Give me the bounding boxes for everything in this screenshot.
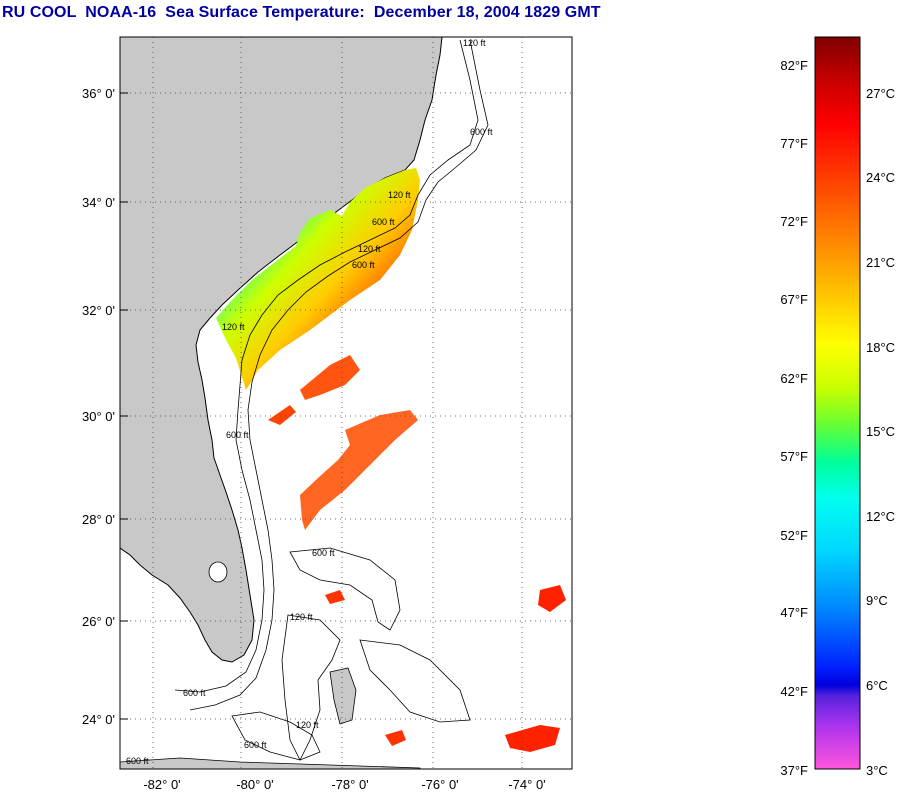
sst-swath bbox=[216, 168, 420, 390]
colorbar-f-label: 52°F bbox=[780, 528, 808, 543]
contour-label: 600 ft bbox=[183, 688, 206, 698]
contour-label: 120 ft bbox=[296, 720, 319, 730]
contour-label: 120 ft bbox=[222, 322, 245, 332]
colorbar-f-label: 82°F bbox=[780, 58, 808, 73]
colorbar-c-label: 18°C bbox=[866, 340, 895, 355]
gulf-stream-patches bbox=[268, 355, 566, 752]
colorbar-f-label: 67°F bbox=[780, 292, 808, 307]
colorbar-f-label: 57°F bbox=[780, 449, 808, 464]
contour-label: 120 ft bbox=[358, 244, 381, 254]
lat-label: 32° 0' bbox=[82, 303, 115, 318]
bathymetry-contours bbox=[174, 39, 489, 761]
graticule bbox=[120, 37, 572, 769]
colorbar-f-label: 77°F bbox=[780, 136, 808, 151]
colorbar-c-label: 15°C bbox=[866, 424, 895, 439]
colorbar-c-label: 3°C bbox=[866, 763, 888, 778]
colorbar-f-label: 42°F bbox=[780, 684, 808, 699]
colorbar-f-label: 62°F bbox=[780, 371, 808, 386]
contour-label: 120 ft bbox=[463, 38, 486, 48]
colorbar-c-label: 6°C bbox=[866, 678, 888, 693]
lat-label: 28° 0' bbox=[82, 512, 115, 527]
contour-label: 120 ft bbox=[290, 612, 313, 622]
colorbar-f-label: 72°F bbox=[780, 214, 808, 229]
left-axis-ticks bbox=[120, 92, 128, 720]
lat-label: 26° 0' bbox=[82, 614, 115, 629]
colorbar-c-label: 12°C bbox=[866, 509, 895, 524]
cuba-coast bbox=[120, 757, 421, 769]
lake-okeechobee bbox=[208, 561, 228, 583]
lat-label: 34° 0' bbox=[82, 195, 115, 210]
contour-label: 600 ft bbox=[226, 430, 249, 440]
map-title: RU COOL NOAA-16 Sea Surface Temperature:… bbox=[2, 4, 601, 21]
contour-label: 600 ft bbox=[372, 217, 395, 227]
map-frame bbox=[119, 36, 573, 770]
colorbar-c-label: 24°C bbox=[866, 170, 895, 185]
lon-label: -78° 0' bbox=[331, 777, 368, 792]
lon-label: -80° 0' bbox=[236, 777, 273, 792]
lat-label: 36° 0' bbox=[82, 86, 115, 101]
contour-label: 120 ft bbox=[388, 190, 411, 200]
lat-label: 24° 0' bbox=[82, 712, 115, 727]
colorbar-c-label: 27°C bbox=[866, 86, 895, 101]
colorbar-c-label: 9°C bbox=[866, 593, 888, 608]
contour-label: 600 ft bbox=[126, 756, 149, 766]
colorbar-c-label: 21°C bbox=[866, 255, 895, 270]
contour-label: 600 ft bbox=[352, 260, 375, 270]
colorbar bbox=[814, 36, 861, 770]
contour-label: 600 ft bbox=[244, 740, 267, 750]
bahamas-island bbox=[329, 667, 357, 725]
contour-label: 600 ft bbox=[312, 548, 335, 558]
lon-label: -74° 0' bbox=[508, 777, 545, 792]
lon-label: -76° 0' bbox=[421, 777, 458, 792]
colorbar-f-label: 37°F bbox=[780, 763, 808, 778]
colorbar-f-label: 47°F bbox=[780, 605, 808, 620]
lon-label: -82° 0' bbox=[143, 777, 180, 792]
lat-label: 30° 0' bbox=[82, 409, 115, 424]
contour-label: 600 ft bbox=[470, 127, 493, 137]
